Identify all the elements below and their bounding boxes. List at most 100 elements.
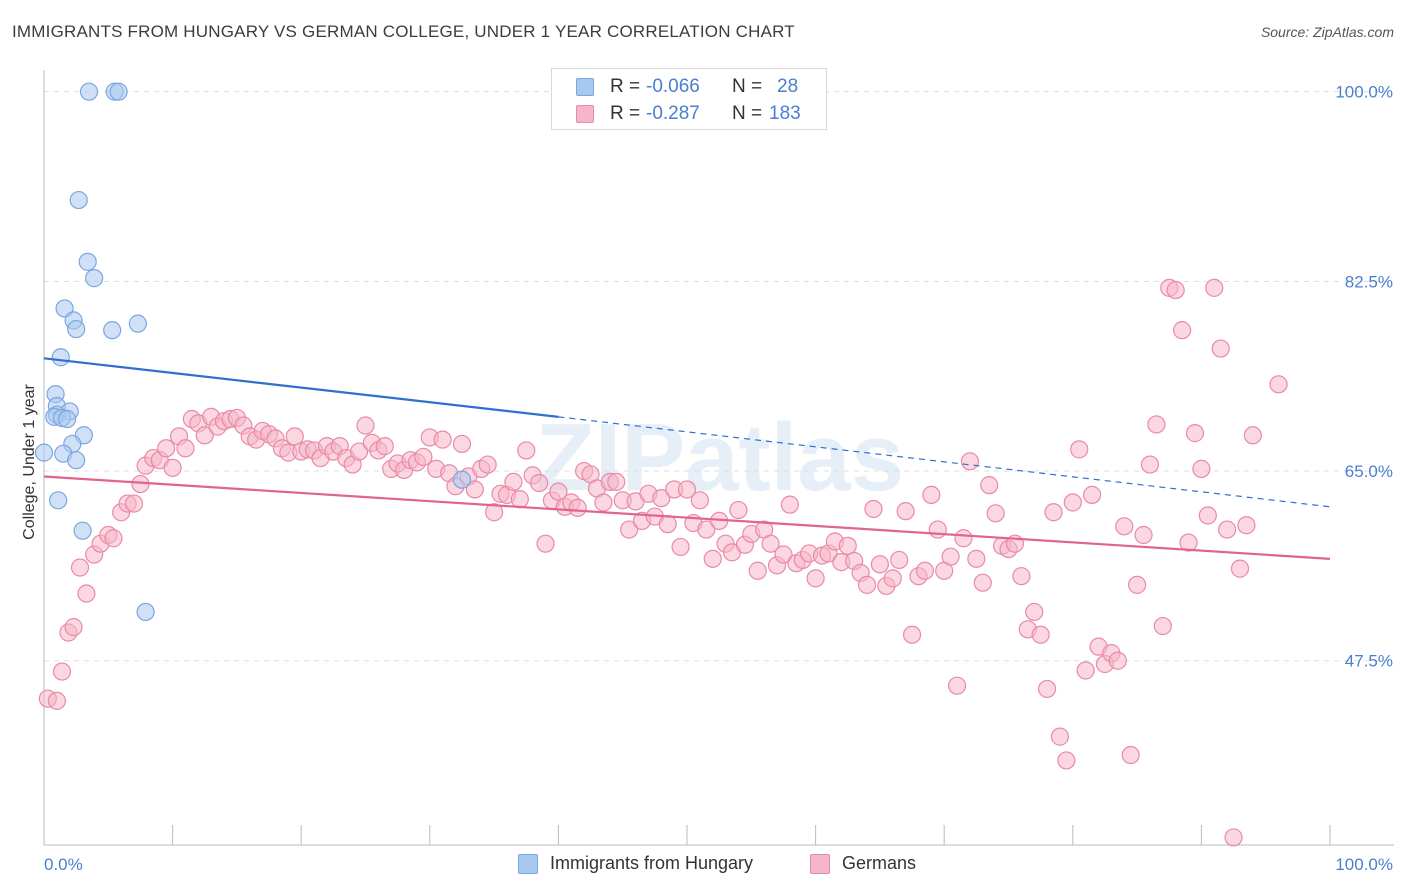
germans-data-point — [1269, 375, 1288, 394]
germans-data-point — [1108, 651, 1127, 670]
x-tick-marks — [43, 825, 1331, 845]
y-tick-label: 65.0% — [1345, 462, 1393, 481]
legend-label: Immigrants from Hungary — [550, 853, 754, 873]
germans-data-point — [1031, 625, 1050, 644]
y-tick-labels: 100.0% 82.5% 65.0% 47.5% — [1335, 83, 1393, 671]
germans-data-point — [176, 439, 195, 458]
germans-data-point — [761, 534, 780, 553]
germans-trend-line — [43, 475, 1331, 560]
germans-data-point — [517, 441, 536, 460]
legend-row-hungary: R = -0.066 N = 28 — [552, 74, 828, 100]
blue-swatch-icon — [518, 854, 538, 874]
germans-data-point — [1218, 520, 1237, 539]
germans-data-point — [671, 537, 690, 557]
germans-data-point — [1147, 415, 1166, 434]
hungary-data-point — [67, 451, 86, 470]
germans-data-point — [954, 529, 973, 548]
germans-data-point — [697, 520, 716, 539]
hungary-data-point — [34, 443, 54, 462]
germans-data-point — [1037, 679, 1057, 699]
hungary-data-point — [49, 491, 68, 510]
hungary-trend-extension — [558, 416, 1331, 508]
germans-data-point — [658, 515, 677, 534]
germans-data-point — [1140, 455, 1160, 474]
germans-data-point — [157, 439, 176, 458]
germans-data-point — [195, 426, 214, 445]
germans-data-point — [941, 547, 960, 566]
germans-data-point — [77, 584, 96, 603]
germans-data-point — [594, 493, 613, 512]
germans-data-point — [1063, 493, 1082, 512]
legend-row-germans: R = -0.287 N = 183 — [552, 101, 828, 127]
hungary-trend-line — [43, 357, 559, 418]
hungary-data-point — [58, 409, 77, 429]
hungary-data-point — [136, 602, 155, 622]
germans-data-point — [690, 491, 709, 510]
germans-data-point — [973, 573, 992, 592]
germans-data-point — [549, 482, 568, 501]
germans-data-point — [677, 480, 697, 499]
germans-data-point — [1044, 503, 1063, 522]
germans-data-point — [883, 569, 902, 588]
pink-swatch-icon — [576, 105, 594, 123]
germans-data-point — [1237, 516, 1256, 535]
blue-swatch-icon — [576, 78, 594, 96]
germans-data-point — [864, 499, 883, 519]
germans-data-point — [465, 480, 484, 499]
germans-data-point — [857, 575, 877, 594]
germans-data-point — [1050, 727, 1070, 746]
germans-data-point — [536, 534, 555, 553]
germans-data-point — [1166, 280, 1185, 300]
germans-data-point — [960, 452, 980, 471]
germans-data-point — [928, 520, 947, 539]
germans-data-point — [774, 545, 793, 564]
germans-data-point — [890, 550, 909, 570]
germans-data-point — [947, 676, 967, 695]
hungary-data-point — [79, 82, 99, 101]
germans-data-point — [1243, 426, 1262, 445]
germans-data-point — [433, 430, 452, 449]
germans-data-point — [1012, 567, 1031, 586]
hungary-data-point — [51, 348, 70, 367]
germans-data-point — [349, 442, 369, 461]
germans-data-point — [568, 498, 587, 518]
hungary-data-point — [67, 319, 86, 339]
germans-data-point — [47, 691, 66, 710]
x-tick-label: 0.0% — [44, 855, 83, 874]
germans-data-point — [510, 490, 529, 509]
germans-data-point — [1134, 525, 1153, 545]
germans-data-point — [980, 476, 999, 495]
germans-data-point — [1198, 506, 1217, 525]
germans-data-point — [1082, 485, 1102, 504]
series-legend: Immigrants from Hungary Germans — [0, 852, 1406, 878]
hungary-points — [34, 82, 472, 622]
n-label: N = — [732, 103, 763, 124]
germans-data-point — [703, 549, 722, 568]
germans-data-point — [620, 520, 639, 539]
germans-data-point — [915, 561, 935, 580]
germans-data-point — [729, 500, 748, 520]
pink-swatch-icon — [810, 854, 830, 874]
germans-data-point — [356, 416, 375, 435]
chart-title: IMMIGRANTS FROM HUNGARY VS GERMAN COLLEG… — [12, 22, 795, 41]
germans-data-point — [1205, 278, 1224, 297]
source-credit: Source: ZipAtlas.com — [1260, 24, 1394, 40]
n-label: N = — [732, 76, 763, 97]
germans-data-point — [806, 569, 825, 588]
germans-data-point — [986, 504, 1005, 523]
germans-data-point — [1173, 321, 1192, 340]
x-tick-labels: 0.0% 100.0% — [44, 855, 1393, 874]
germans-data-point — [1115, 517, 1134, 536]
r-value: -0.287 — [646, 103, 700, 124]
r-label: R = — [610, 76, 641, 97]
germans-data-point — [375, 437, 394, 456]
germans-data-point — [1211, 339, 1230, 358]
germans-data-point — [414, 447, 433, 467]
germans-data-point — [902, 625, 922, 644]
germans-data-point — [922, 485, 941, 504]
germans-points — [38, 278, 1288, 847]
n-value: 28 — [777, 76, 799, 97]
germans-data-point — [1192, 459, 1211, 478]
germans-data-point — [504, 472, 523, 491]
